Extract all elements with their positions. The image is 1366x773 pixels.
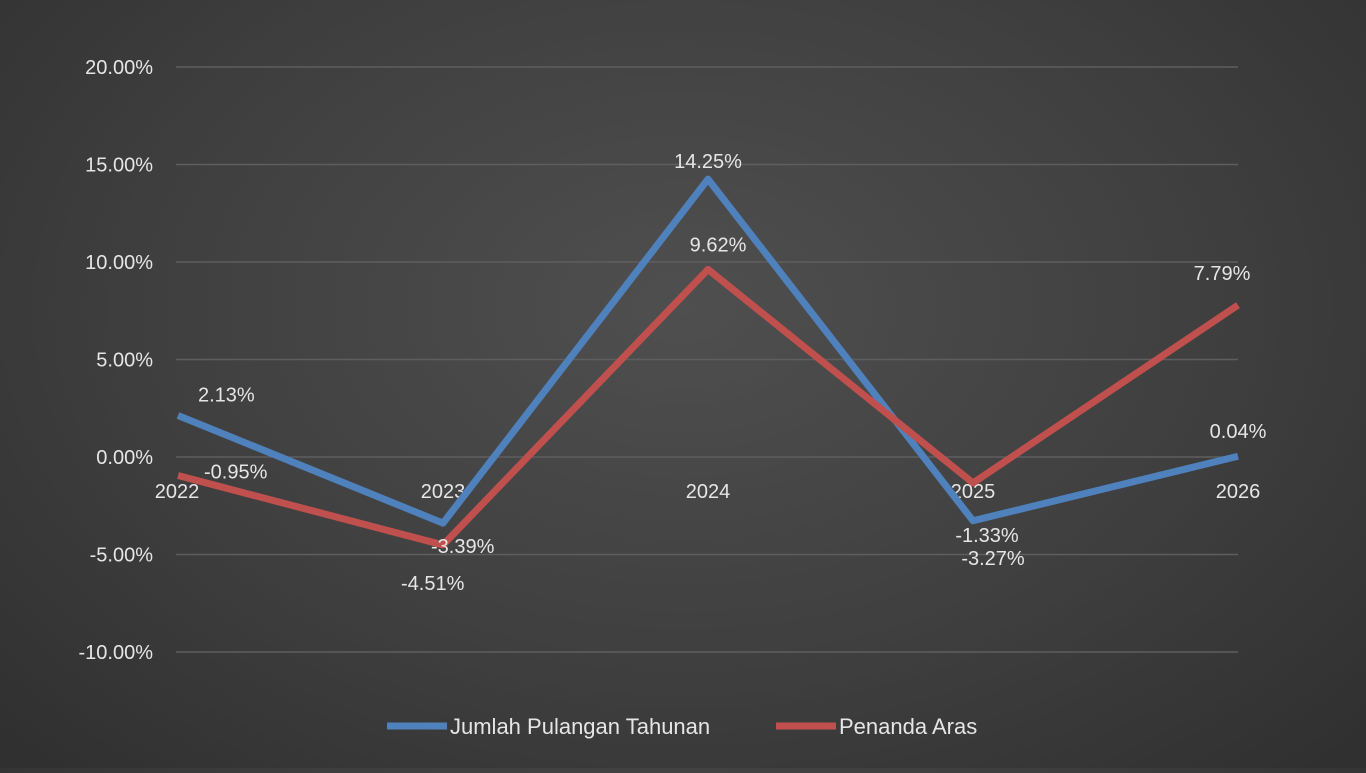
data-label: -3.39% [431, 536, 495, 558]
data-label: 14.25% [674, 151, 742, 173]
y-tick-label: -10.00% [79, 642, 154, 664]
x-tick-label: 2025 [951, 481, 996, 503]
series-line-1 [176, 175, 1239, 527]
data-label: -3.27% [961, 548, 1025, 570]
series-lines [176, 175, 1240, 549]
y-tick-label: -5.00% [90, 545, 154, 567]
legend-label: Jumlah Pulangan Tahunan [450, 714, 710, 739]
y-tick-label: 0.00% [96, 447, 153, 469]
y-tick-label: 20.00% [85, 57, 153, 79]
data-label: 2.13% [198, 384, 255, 406]
x-tick-label: 2023 [421, 481, 466, 503]
x-tick-label: 2022 [155, 481, 200, 503]
gridlines [176, 66, 1238, 653]
x-tick-label: 2026 [1216, 481, 1261, 503]
data-label: -4.51% [401, 573, 465, 595]
data-labels: 2.13% -3.39% 14.25% -3.27% 0.04% -0.95% -4.51%… [198, 151, 1267, 595]
y-tick-label: 10.00% [85, 252, 153, 274]
data-label: 7.79% [1194, 263, 1251, 285]
y-tick-label: 5.00% [96, 350, 153, 372]
y-axis-tick-labels: 20.00% 15.00% 10.00% 5.00% 0.00% -5.00% -10.00… [79, 57, 154, 664]
x-tick-label: 2024 [686, 481, 731, 503]
legend-label: Penanda Aras [839, 714, 977, 739]
data-label: 0.04% [1210, 421, 1267, 443]
y-tick-label: 15.00% [85, 155, 153, 177]
series-line-2 [177, 265, 1240, 549]
x-axis-tick-labels: 2022 2023 2024 2025 2026 [155, 481, 1261, 503]
legend: Jumlah Pulangan Tahunan Penanda Aras [387, 714, 977, 739]
data-label: 9.62% [690, 234, 747, 256]
data-label: -0.95% [204, 462, 268, 484]
data-label: -1.33% [955, 525, 1019, 547]
